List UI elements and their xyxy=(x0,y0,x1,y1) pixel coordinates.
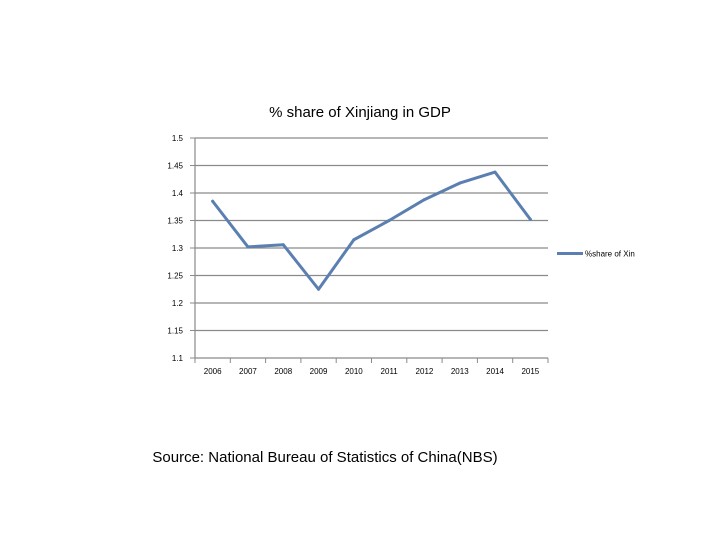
data-point xyxy=(458,181,462,185)
y-tick-label: 1.25 xyxy=(167,272,183,281)
x-tick-label: 2009 xyxy=(310,367,328,376)
y-tick-label: 1.3 xyxy=(172,244,184,253)
y-tick-label: 1.2 xyxy=(172,299,184,308)
legend-label: %share of Xin xyxy=(585,250,635,259)
data-point xyxy=(387,219,391,222)
x-tick-label: 2014 xyxy=(486,367,504,376)
data-point xyxy=(211,199,215,203)
x-tick-label: 2008 xyxy=(274,367,292,376)
x-tick-label: 2011 xyxy=(381,367,399,376)
chart-title: % share of Xinjiang in GDP xyxy=(269,104,451,121)
y-tick-label: 1.35 xyxy=(167,217,183,226)
x-tick-label: 2010 xyxy=(345,367,363,376)
series-line xyxy=(211,170,532,291)
gridlines xyxy=(195,137,548,332)
series-layer xyxy=(211,170,532,291)
x-tick-label: 2007 xyxy=(239,367,257,376)
x-tick-label: 2006 xyxy=(204,367,222,376)
y-tick-label: 1.1 xyxy=(172,354,184,363)
x-axis-ticks: 2006 2007 2008 2009 2010 2011 2012 2013 2014 2015 xyxy=(194,358,549,376)
data-point xyxy=(528,217,532,221)
y-axis-ticks: 1.1 1.15 1.2 1.25 1.3 1.35 1.4 1.45 1.5 xyxy=(167,134,195,363)
legend: %share of Xin xyxy=(557,250,635,259)
data-point xyxy=(493,170,497,174)
data-point xyxy=(281,243,285,247)
data-point xyxy=(317,287,321,291)
y-tick-label: 1.45 xyxy=(167,162,183,171)
x-tick-label: 2015 xyxy=(521,367,539,376)
x-tick-label: 2012 xyxy=(416,367,434,376)
y-tick-label: 1.5 xyxy=(172,134,184,143)
source-note: Source: National Bureau of Statistics of… xyxy=(152,449,498,466)
data-point xyxy=(422,198,426,202)
data-point xyxy=(246,245,250,249)
y-tick-label: 1.15 xyxy=(167,327,183,336)
x-tick-label: 2013 xyxy=(451,367,469,376)
data-point xyxy=(352,238,356,242)
y-tick-label: 1.4 xyxy=(172,189,184,198)
